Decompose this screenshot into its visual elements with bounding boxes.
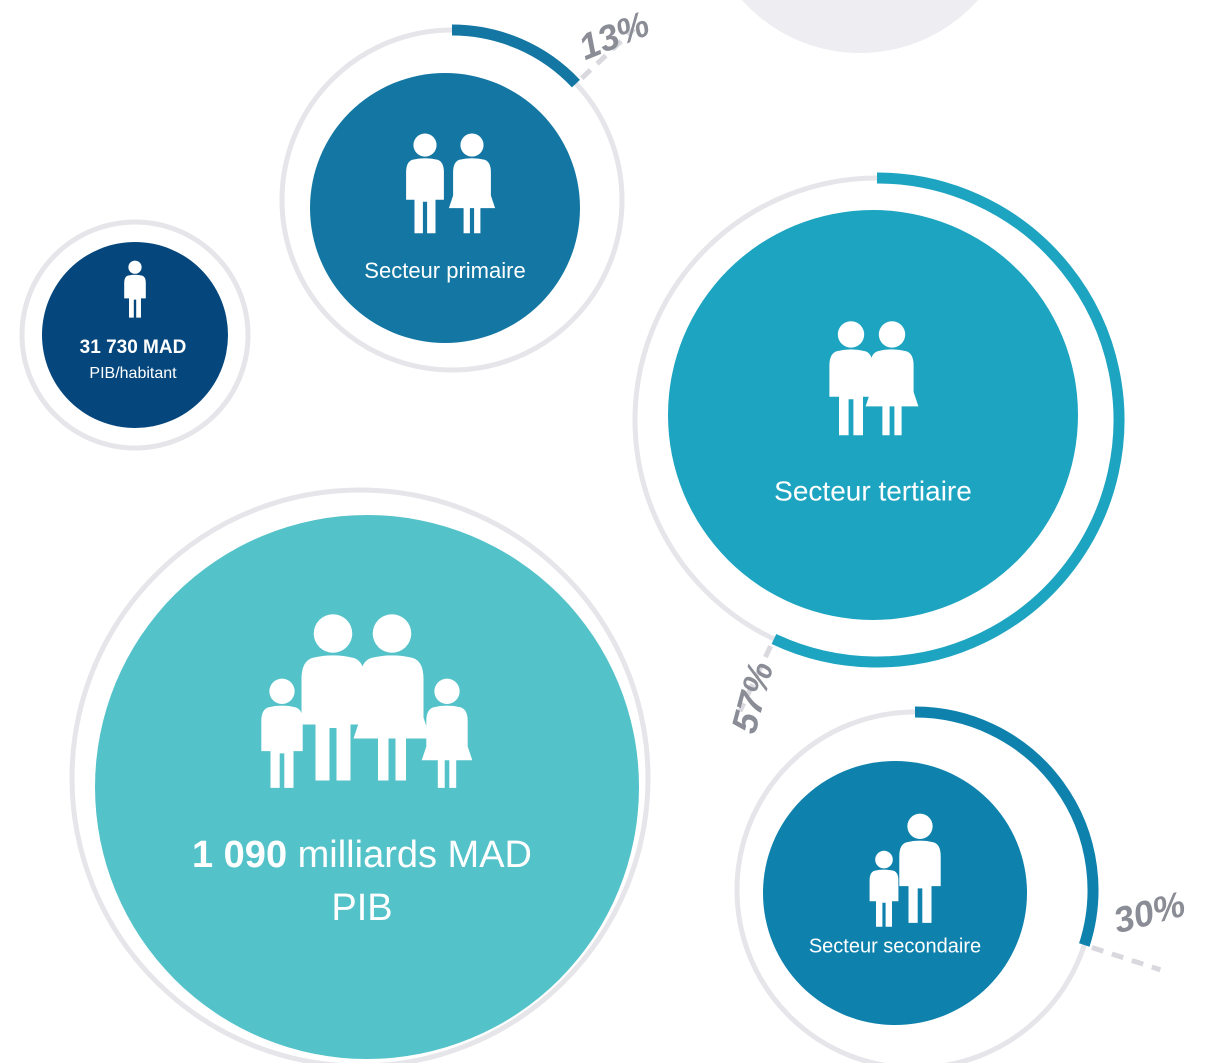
icon-head: [875, 850, 893, 869]
bubble: [310, 73, 580, 343]
person-icon: [448, 133, 496, 234]
person-icon: [865, 321, 919, 436]
gdp-label: PIB: [331, 887, 392, 929]
person-icon: [421, 678, 473, 788]
per-capita-label: PIB/habitant: [89, 365, 177, 382]
icon-head: [269, 678, 295, 704]
icon-head: [434, 678, 460, 704]
icon-body: [829, 349, 873, 436]
person-icon: [353, 614, 431, 781]
icon-head: [907, 813, 933, 839]
leader-line: [580, 27, 636, 80]
bubble: [42, 242, 228, 428]
person-icon: [829, 321, 873, 436]
share-arc: [914, 706, 1099, 947]
icon-head: [878, 321, 906, 348]
icon-body: [899, 840, 941, 923]
ring: [19, 219, 251, 451]
gdp-amount: 1 090: [192, 834, 287, 876]
icon-body: [261, 705, 303, 788]
icon-body: [421, 705, 473, 788]
icon-head: [128, 260, 142, 274]
icon-body: [124, 274, 146, 318]
icon-head: [372, 614, 412, 653]
share-arc: [451, 24, 580, 88]
gdp-amount-line: 1 090 milliards MAD: [192, 834, 532, 876]
leader-line: [1091, 945, 1162, 973]
person-icon: [124, 260, 146, 318]
icon-head: [837, 321, 865, 348]
share-label: 13%: [573, 3, 655, 68]
decor-circle: [741, 0, 979, 53]
sector-label: Secteur primaire: [364, 258, 525, 283]
icon-head: [460, 133, 484, 157]
person-icon: [406, 133, 444, 234]
icon-body: [301, 655, 365, 781]
gdp-unit: milliards MAD: [298, 834, 532, 876]
icon-body: [406, 158, 444, 234]
bubble: [668, 210, 1078, 620]
share-arc: [771, 172, 1125, 668]
sector-label: Secteur tertiaire: [774, 475, 972, 506]
leader-line: [737, 645, 773, 713]
person-icon: [261, 678, 303, 788]
icon-body: [869, 869, 899, 927]
ring: [69, 487, 651, 1063]
share-label: 57%: [723, 657, 781, 737]
icon-body: [353, 655, 431, 781]
per-capita-amount: 31 730 MAD: [80, 337, 187, 358]
icon-head: [313, 614, 353, 653]
person-icon: [899, 813, 941, 923]
sector-label: Secteur secondaire: [809, 935, 981, 957]
share-label: 30%: [1109, 883, 1189, 941]
person-icon: [301, 614, 365, 781]
bubble: [95, 515, 639, 1059]
icon-head: [413, 133, 437, 157]
icon-body: [865, 349, 919, 436]
person-icon: [869, 850, 899, 927]
icon-body: [448, 158, 496, 234]
